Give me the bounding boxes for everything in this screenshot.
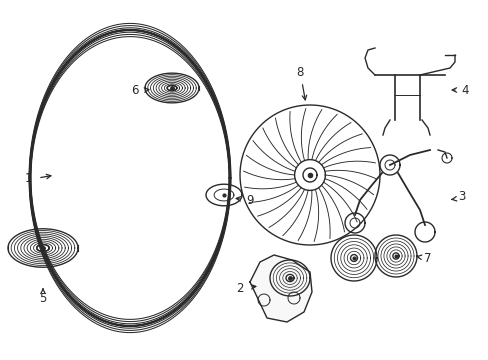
Text: 1: 1 xyxy=(24,171,32,184)
Text: 6: 6 xyxy=(131,85,139,98)
Text: 9: 9 xyxy=(246,194,253,207)
Text: 7: 7 xyxy=(424,252,431,265)
Text: 3: 3 xyxy=(457,190,465,203)
Text: 4: 4 xyxy=(460,84,468,96)
Text: 5: 5 xyxy=(39,292,46,305)
Text: 8: 8 xyxy=(296,66,303,78)
Polygon shape xyxy=(249,255,311,322)
Text: 2: 2 xyxy=(236,282,243,294)
